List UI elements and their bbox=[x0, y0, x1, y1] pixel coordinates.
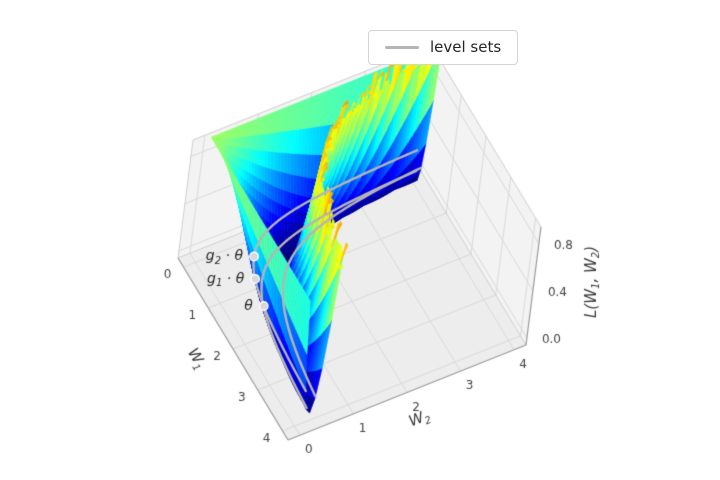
legend-label: level sets bbox=[430, 38, 502, 56]
level-sets-line-icon bbox=[385, 45, 419, 50]
legend: level sets bbox=[368, 30, 519, 65]
